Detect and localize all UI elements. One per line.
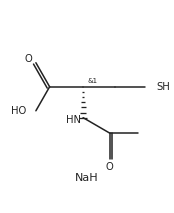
Text: O: O	[24, 54, 32, 64]
Text: O: O	[106, 162, 114, 172]
Text: &1: &1	[87, 78, 97, 84]
Text: SH: SH	[156, 82, 170, 92]
Text: HN: HN	[66, 115, 81, 125]
Text: NaH: NaH	[75, 173, 98, 183]
Text: HO: HO	[11, 106, 26, 116]
